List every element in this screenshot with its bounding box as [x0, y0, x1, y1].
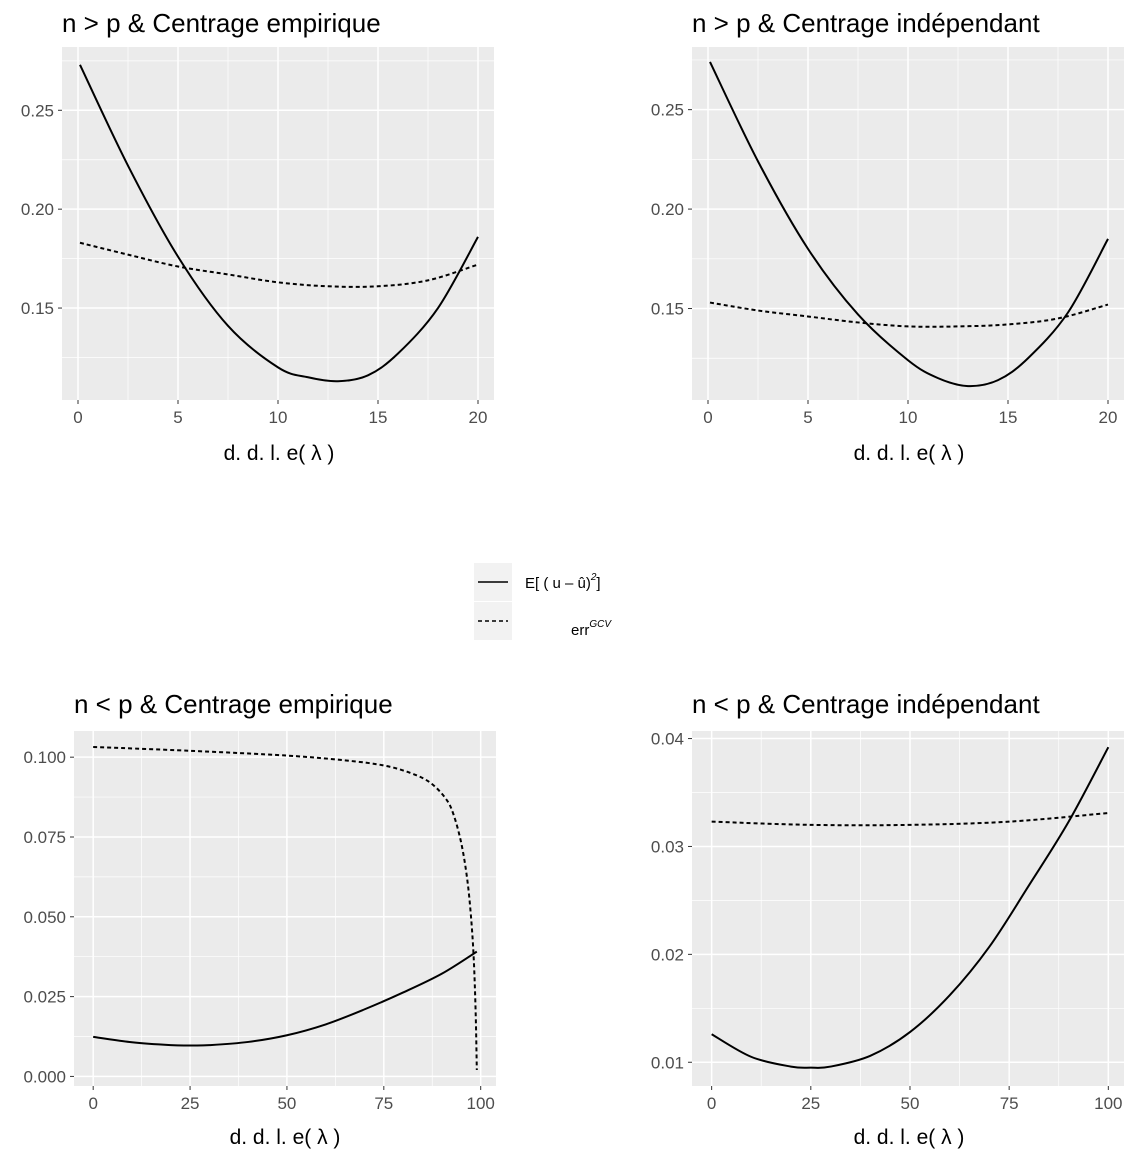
- y-tick-label: 0.050: [23, 908, 66, 927]
- legend-label-solid: E[ ( u – û)2]: [525, 572, 601, 592]
- y-tick-label: 0.04: [651, 730, 684, 749]
- x-tick-label: 50: [277, 1094, 296, 1113]
- series-line-solid: [711, 746, 1110, 1069]
- x-tick-label: 5: [803, 408, 812, 427]
- series-line-solid: [709, 61, 1109, 388]
- y-tick-label: 0.01: [651, 1053, 684, 1072]
- legend-label-dashed: errGCV: [571, 619, 612, 639]
- x-tick-label: 0: [707, 1094, 716, 1113]
- y-tick-label: 0.100: [23, 748, 66, 767]
- x-tick-label: 50: [901, 1094, 920, 1113]
- x-tick-label: 75: [374, 1094, 393, 1113]
- panel-title: n < p & Centrage indépendant: [692, 689, 1040, 719]
- x-tick-label: 10: [269, 408, 288, 427]
- panel-bottom-right: n < p & Centrage indépendant 0 25 50 75 100 0…: [651, 689, 1124, 1149]
- x-tick-label: 25: [801, 1094, 820, 1113]
- series-line-dashed: [79, 241, 479, 288]
- x-tick-label: 0: [73, 408, 82, 427]
- y-tick-label: 0.15: [651, 300, 684, 319]
- x-tick-label: 100: [467, 1094, 495, 1113]
- x-tick-label: 100: [1094, 1094, 1122, 1113]
- y-tick-label: 0.03: [651, 837, 684, 856]
- x-axis-label: d. d. l. e( λ ): [224, 442, 335, 465]
- y-tick-label: 0.25: [651, 101, 684, 120]
- y-tick-label: 0.15: [21, 299, 54, 318]
- legend: E[ ( u – û)2] errGCV: [474, 563, 612, 640]
- plot-background: [692, 731, 1124, 1086]
- series-line-dashed: [711, 812, 1109, 827]
- y-tick-label: 0.25: [21, 101, 54, 120]
- panel-bottom-left: n < p & Centrage empirique 0 25 50 75 100 0.0…: [23, 689, 496, 1149]
- x-tick-label: 15: [369, 408, 388, 427]
- x-axis-label: d. d. l. e( λ ): [854, 1126, 965, 1149]
- panel-top-right: n > p & Centrage indépendant 0 5 10 15 20 0.1…: [651, 8, 1124, 465]
- x-tick-label: 20: [469, 408, 488, 427]
- series-line-dashed: [709, 301, 1109, 328]
- x-tick-label: 10: [899, 408, 918, 427]
- panel-title: n < p & Centrage empirique: [74, 689, 393, 719]
- panel-title: n > p & Centrage indépendant: [692, 8, 1040, 38]
- series-line-solid: [93, 950, 478, 1047]
- series-line-dashed: [93, 745, 478, 1071]
- plot-background: [74, 731, 496, 1086]
- x-tick-label: 5: [173, 408, 182, 427]
- series-line-solid: [79, 64, 479, 383]
- x-tick-label: 0: [88, 1094, 97, 1113]
- x-tick-label: 15: [999, 408, 1018, 427]
- x-tick-label: 0: [703, 408, 712, 427]
- y-tick-label: 0.20: [21, 200, 54, 219]
- x-axis-label: d. d. l. e( λ ): [854, 442, 965, 465]
- y-tick-label: 0.20: [651, 200, 684, 219]
- panel-title: n > p & Centrage empirique: [62, 8, 381, 38]
- y-tick-label: 0.000: [23, 1067, 66, 1086]
- x-tick-label: 20: [1099, 408, 1118, 427]
- y-tick-label: 0.025: [23, 988, 66, 1007]
- x-axis-label: d. d. l. e( λ ): [230, 1126, 341, 1149]
- panel-top-left: n > p & Centrage empirique 0 5 10 15 20 0.15 0…: [21, 8, 494, 465]
- x-tick-label: 25: [181, 1094, 200, 1113]
- x-tick-label: 75: [1000, 1094, 1019, 1113]
- y-tick-label: 0.075: [23, 828, 66, 847]
- y-tick-label: 0.02: [651, 945, 684, 964]
